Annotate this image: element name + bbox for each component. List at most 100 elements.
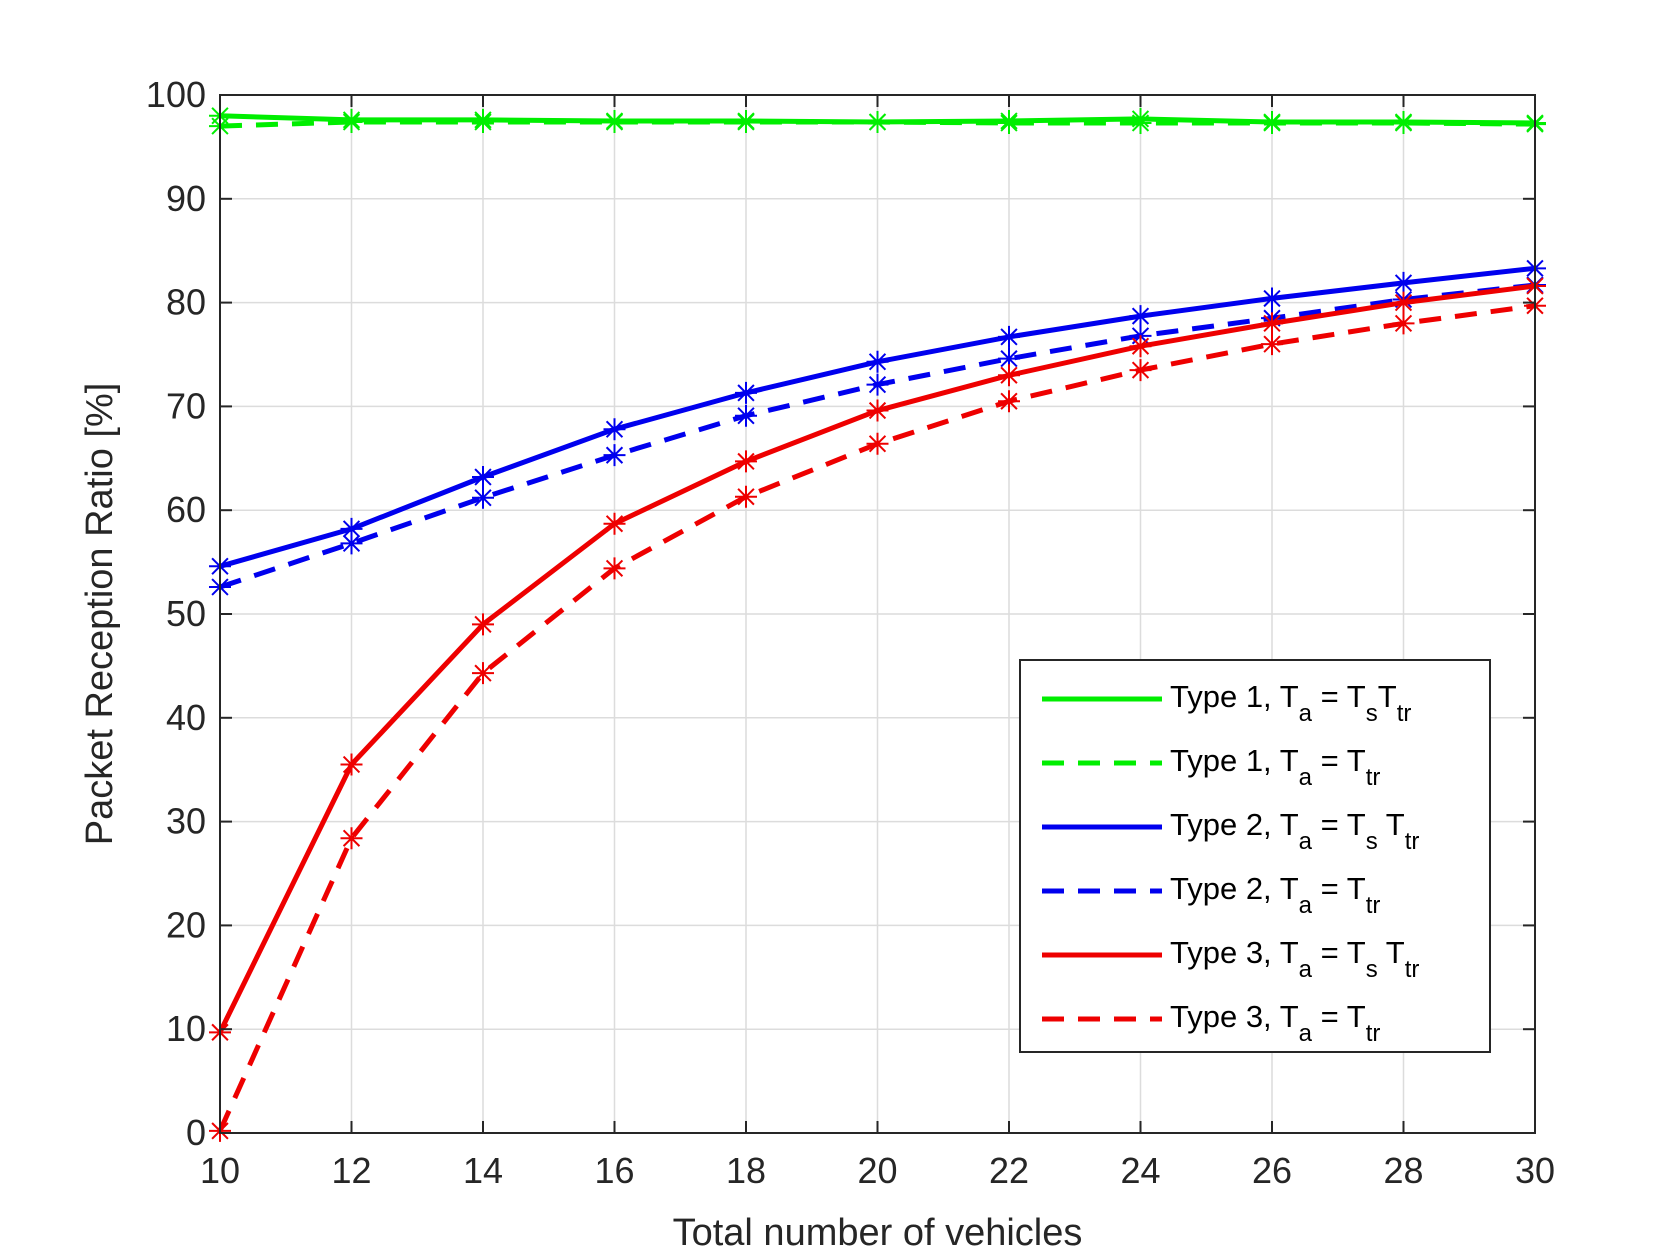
legend-entry: Type 1, Ta = TsTtr	[1042, 679, 1411, 727]
data-point	[1392, 112, 1415, 135]
legend-entry: Type 2, Ta = Ts Ttr	[1042, 807, 1419, 855]
data-point	[998, 390, 1020, 413]
legend-subscript: a	[1299, 828, 1313, 855]
data-point	[340, 517, 363, 540]
legend-entry: Type 1, Ta = Ttr	[1042, 743, 1380, 791]
data-point	[603, 418, 626, 441]
data-point	[735, 450, 757, 473]
data-point	[1129, 305, 1152, 328]
data-point	[603, 110, 626, 133]
data-point	[340, 110, 363, 133]
x-tick-label: 22	[989, 1150, 1029, 1191]
data-point	[1129, 112, 1152, 135]
y-tick-label: 100	[146, 74, 206, 115]
x-axis-label: Total number of vehicles	[673, 1212, 1083, 1254]
legend-entry: Type 3, Ta = Ts Ttr	[1042, 935, 1419, 983]
data-point	[866, 110, 889, 133]
data-point	[1392, 291, 1415, 314]
data-point	[866, 432, 889, 455]
data-point	[998, 364, 1020, 387]
y-tick-label: 30	[166, 801, 206, 842]
legend-subscript: a	[1299, 764, 1313, 791]
legend-box	[1019, 659, 1491, 1053]
data-point	[998, 112, 1020, 135]
legend-subscript: tr	[1397, 700, 1412, 727]
data-point	[866, 373, 889, 396]
legend-subscript: s	[1366, 828, 1378, 855]
y-tick-label: 70	[166, 385, 206, 426]
data-point	[1261, 287, 1283, 310]
data-point	[866, 350, 889, 373]
x-tick-label: 16	[594, 1150, 634, 1191]
legend-label: Type 2, Ta = Ts Ttr	[1170, 807, 1419, 855]
legend-entry: Type 2, Ta = Ttr	[1042, 871, 1380, 919]
legend-subscript: tr	[1366, 1020, 1381, 1047]
data-point	[603, 512, 626, 535]
data-point	[1261, 312, 1283, 335]
y-tick-label: 90	[166, 178, 206, 219]
legend-text: Type 1, T	[1170, 743, 1299, 778]
y-tick-label: 50	[166, 593, 206, 634]
x-tick-label: 30	[1515, 1150, 1555, 1191]
legend-text: T	[1378, 679, 1397, 714]
legend-subscript: tr	[1366, 892, 1381, 919]
legend-text: Type 2, T	[1170, 871, 1299, 906]
series-layer	[209, 104, 1546, 1142]
legend-subscript: a	[1299, 1020, 1313, 1047]
x-tick-label: 14	[463, 1150, 503, 1191]
data-point	[735, 110, 757, 133]
legend-text: = T	[1312, 679, 1366, 714]
x-tick-label: 20	[857, 1150, 897, 1191]
data-point	[340, 532, 363, 555]
legend-label: Type 2, Ta = Ttr	[1170, 871, 1380, 919]
y-tick-label: 20	[166, 904, 206, 945]
data-point	[340, 753, 363, 776]
legend-subscript: tr	[1366, 764, 1381, 791]
y-tick-label: 0	[186, 1112, 206, 1153]
x-tick-label: 18	[726, 1150, 766, 1191]
legend-entry: Type 3, Ta = Ttr	[1042, 999, 1380, 1047]
data-point	[472, 486, 494, 509]
legend-subscript: a	[1299, 700, 1313, 727]
legend-subscript: a	[1299, 892, 1313, 919]
data-point	[735, 381, 757, 404]
data-point	[1392, 312, 1415, 335]
legend-label: Type 3, Ta = Ts Ttr	[1170, 935, 1419, 983]
x-tick-label: 26	[1252, 1150, 1292, 1191]
data-point	[1129, 335, 1152, 358]
x-tick-label: 12	[331, 1150, 371, 1191]
legend-subscript: a	[1299, 956, 1313, 983]
data-point	[735, 404, 757, 427]
data-point	[1129, 359, 1152, 382]
data-point	[340, 827, 363, 850]
legend-text: = T	[1312, 999, 1366, 1034]
legend-subscript: s	[1366, 956, 1378, 983]
data-point	[1261, 333, 1283, 356]
legend-label: Type 3, Ta = Ttr	[1170, 999, 1380, 1047]
data-point	[998, 325, 1020, 348]
legend-text: Type 3, T	[1170, 935, 1299, 970]
legend-label: Type 1, Ta = Ttr	[1170, 743, 1380, 791]
data-point	[472, 613, 494, 636]
y-tick-label: 40	[166, 697, 206, 738]
y-tick-label: 60	[166, 489, 206, 530]
data-point	[472, 662, 494, 685]
y-axis-label: Packet Reception Ratio [%]	[79, 383, 121, 846]
legend-text: Type 2, T	[1170, 807, 1299, 842]
x-tick-label: 28	[1383, 1150, 1423, 1191]
data-point	[998, 347, 1020, 370]
x-tick-label: 24	[1120, 1150, 1160, 1191]
data-point	[472, 110, 494, 133]
data-point	[603, 557, 626, 580]
series-3	[209, 257, 1546, 578]
data-point	[866, 399, 889, 422]
legend-text: = T	[1312, 871, 1366, 906]
legend-text: Type 1, T	[1170, 679, 1299, 714]
legend-text: = T	[1312, 743, 1366, 778]
data-point	[1261, 112, 1283, 135]
y-tick-label: 10	[166, 1008, 206, 1049]
data-point	[472, 465, 494, 488]
legend-text: = T	[1312, 807, 1366, 842]
